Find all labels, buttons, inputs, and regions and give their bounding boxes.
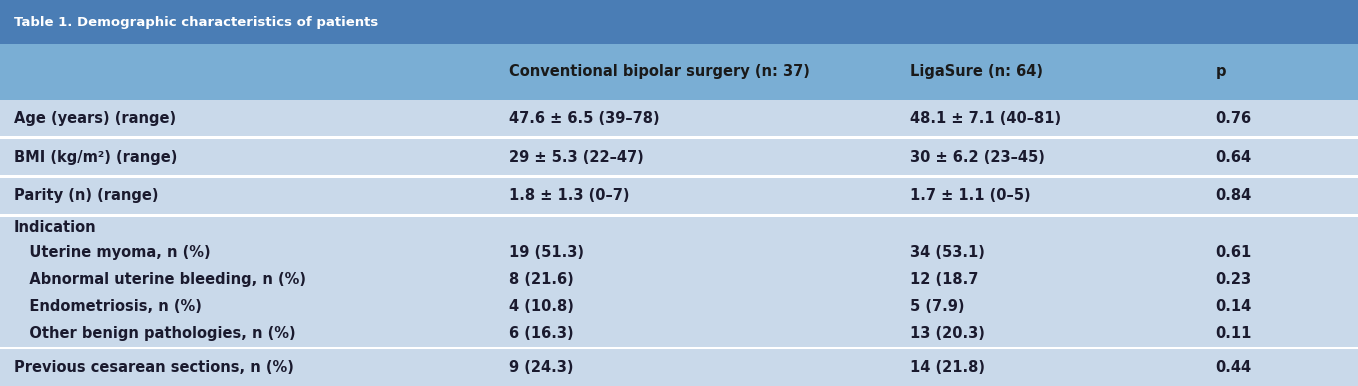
- Bar: [0, 44, 1358, 100]
- Text: BMI (kg/m²) (range): BMI (kg/m²) (range): [14, 149, 177, 164]
- Text: Table 1. Demographic characteristics of patients: Table 1. Demographic characteristics of …: [14, 15, 378, 29]
- Text: Previous cesarean sections, n (%): Previous cesarean sections, n (%): [14, 360, 293, 375]
- Bar: [0, 100, 1358, 136]
- Text: 0.64: 0.64: [1215, 149, 1252, 164]
- Text: 34 (53.1): 34 (53.1): [910, 245, 985, 260]
- Text: Endometriosis, n (%): Endometriosis, n (%): [14, 299, 201, 314]
- Text: 8 (21.6): 8 (21.6): [509, 272, 574, 287]
- Text: 48.1 ± 7.1 (40–81): 48.1 ± 7.1 (40–81): [910, 110, 1061, 125]
- Text: 0.44: 0.44: [1215, 360, 1252, 375]
- Text: 4 (10.8): 4 (10.8): [509, 299, 574, 314]
- Text: 0.11: 0.11: [1215, 326, 1252, 341]
- Text: 0.61: 0.61: [1215, 245, 1252, 260]
- Text: Abnormal uterine bleeding, n (%): Abnormal uterine bleeding, n (%): [14, 272, 306, 287]
- Text: Other benign pathologies, n (%): Other benign pathologies, n (%): [14, 326, 295, 341]
- Text: Conventional bipolar surgery (n: 37): Conventional bipolar surgery (n: 37): [509, 64, 811, 80]
- Text: 0.84: 0.84: [1215, 188, 1252, 203]
- Text: Parity (n) (range): Parity (n) (range): [14, 188, 158, 203]
- Bar: [0, 0, 1358, 44]
- Text: LigaSure (n: 64): LigaSure (n: 64): [910, 64, 1043, 80]
- Text: 9 (24.3): 9 (24.3): [509, 360, 573, 375]
- Bar: [0, 293, 1358, 320]
- Bar: [0, 320, 1358, 347]
- Bar: [0, 178, 1358, 214]
- Text: Indication: Indication: [14, 220, 96, 235]
- Text: 6 (16.3): 6 (16.3): [509, 326, 574, 341]
- Text: p: p: [1215, 64, 1226, 80]
- Text: Uterine myoma, n (%): Uterine myoma, n (%): [14, 245, 210, 260]
- Bar: [0, 136, 1358, 139]
- Bar: [0, 175, 1358, 178]
- Bar: [0, 347, 1358, 349]
- Text: 1.7 ± 1.1 (0–5): 1.7 ± 1.1 (0–5): [910, 188, 1031, 203]
- Bar: [0, 217, 1358, 239]
- Text: 0.23: 0.23: [1215, 272, 1252, 287]
- Bar: [0, 214, 1358, 217]
- Bar: [0, 266, 1358, 293]
- Text: 29 ± 5.3 (22–47): 29 ± 5.3 (22–47): [509, 149, 644, 164]
- Text: 0.14: 0.14: [1215, 299, 1252, 314]
- Text: 30 ± 6.2 (23–45): 30 ± 6.2 (23–45): [910, 149, 1044, 164]
- Text: 19 (51.3): 19 (51.3): [509, 245, 584, 260]
- Bar: [0, 239, 1358, 266]
- Text: 14 (21.8): 14 (21.8): [910, 360, 985, 375]
- Text: 5 (7.9): 5 (7.9): [910, 299, 964, 314]
- Text: 0.76: 0.76: [1215, 110, 1252, 125]
- Text: 13 (20.3): 13 (20.3): [910, 326, 985, 341]
- Text: 47.6 ± 6.5 (39–78): 47.6 ± 6.5 (39–78): [509, 110, 660, 125]
- Text: 12 (18.7: 12 (18.7: [910, 272, 978, 287]
- Text: 1.8 ± 1.3 (0–7): 1.8 ± 1.3 (0–7): [509, 188, 630, 203]
- Bar: [0, 349, 1358, 386]
- Text: Age (years) (range): Age (years) (range): [14, 110, 175, 125]
- Bar: [0, 139, 1358, 175]
